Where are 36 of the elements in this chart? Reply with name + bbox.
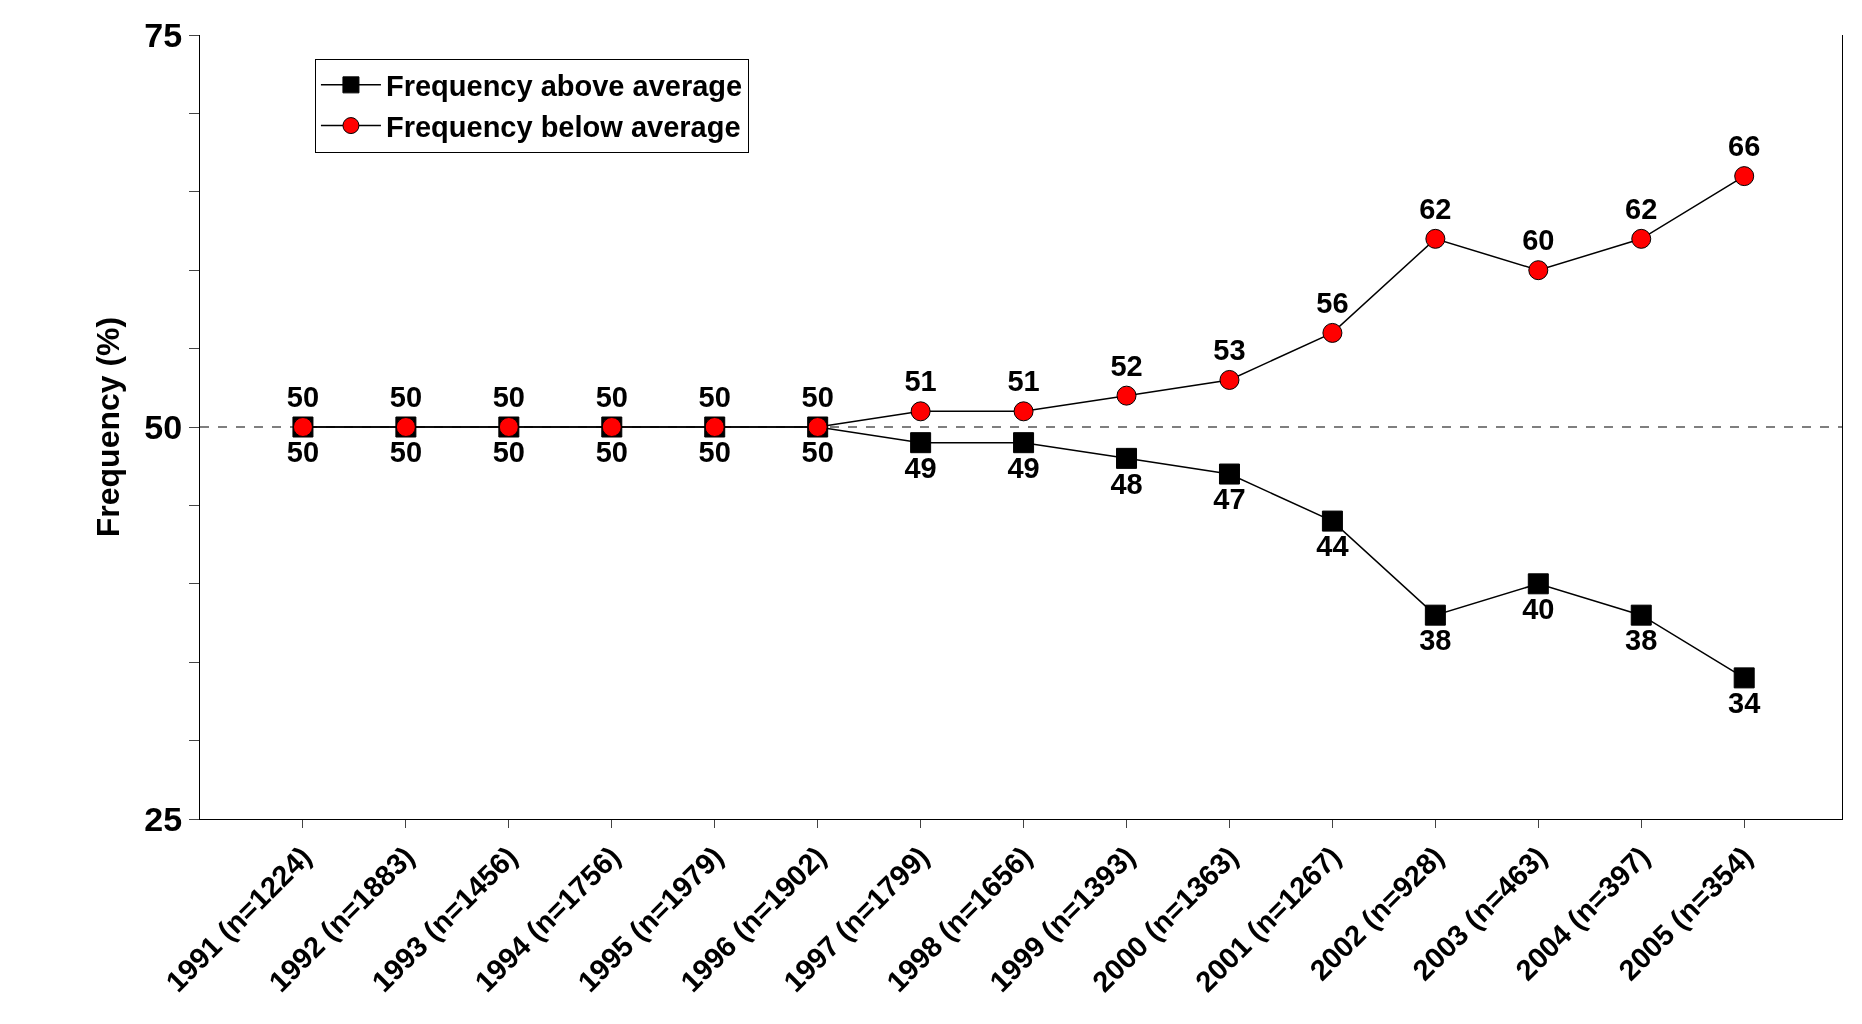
y-tick-label: 75 <box>144 15 183 54</box>
legend-label: Frequency below average <box>385 110 741 143</box>
data-label: 34 <box>1728 687 1761 720</box>
data-label: 60 <box>1522 224 1555 257</box>
data-label: 48 <box>1110 467 1143 500</box>
data-label: 66 <box>1728 129 1761 162</box>
data-label: 50 <box>801 380 834 413</box>
y-tick-label: 25 <box>144 799 183 838</box>
data-label: 50 <box>286 380 320 413</box>
data-label: 40 <box>1522 593 1555 626</box>
data-label: 62 <box>1419 192 1452 225</box>
data-label: 44 <box>1316 530 1349 563</box>
data-label: 38 <box>1419 624 1452 657</box>
data-label: 50 <box>698 436 731 469</box>
data-label: 51 <box>904 365 937 398</box>
data-label: 50 <box>801 436 834 469</box>
data-label: 56 <box>1316 286 1349 319</box>
data-label: 50 <box>389 436 423 469</box>
data-label: 47 <box>1213 483 1246 516</box>
legend-label: Frequency above average <box>385 70 743 103</box>
y-axis-title: Frequency (%) <box>89 316 126 538</box>
data-label: 50 <box>595 436 628 469</box>
data-label: 51 <box>1007 365 1040 398</box>
data-label: 49 <box>1007 451 1040 484</box>
data-label: 49 <box>904 451 937 484</box>
data-label: 50 <box>286 436 320 469</box>
data-label: 50 <box>492 380 525 413</box>
data-label: 62 <box>1625 192 1658 225</box>
data-label: 52 <box>1110 349 1143 382</box>
data-label: 53 <box>1213 333 1246 366</box>
data-label: 50 <box>389 380 423 413</box>
y-tick-label: 50 <box>144 407 183 446</box>
data-label: 50 <box>492 436 525 469</box>
data-label: 50 <box>698 380 731 413</box>
data-label: 50 <box>595 380 628 413</box>
data-label: 38 <box>1625 624 1658 657</box>
